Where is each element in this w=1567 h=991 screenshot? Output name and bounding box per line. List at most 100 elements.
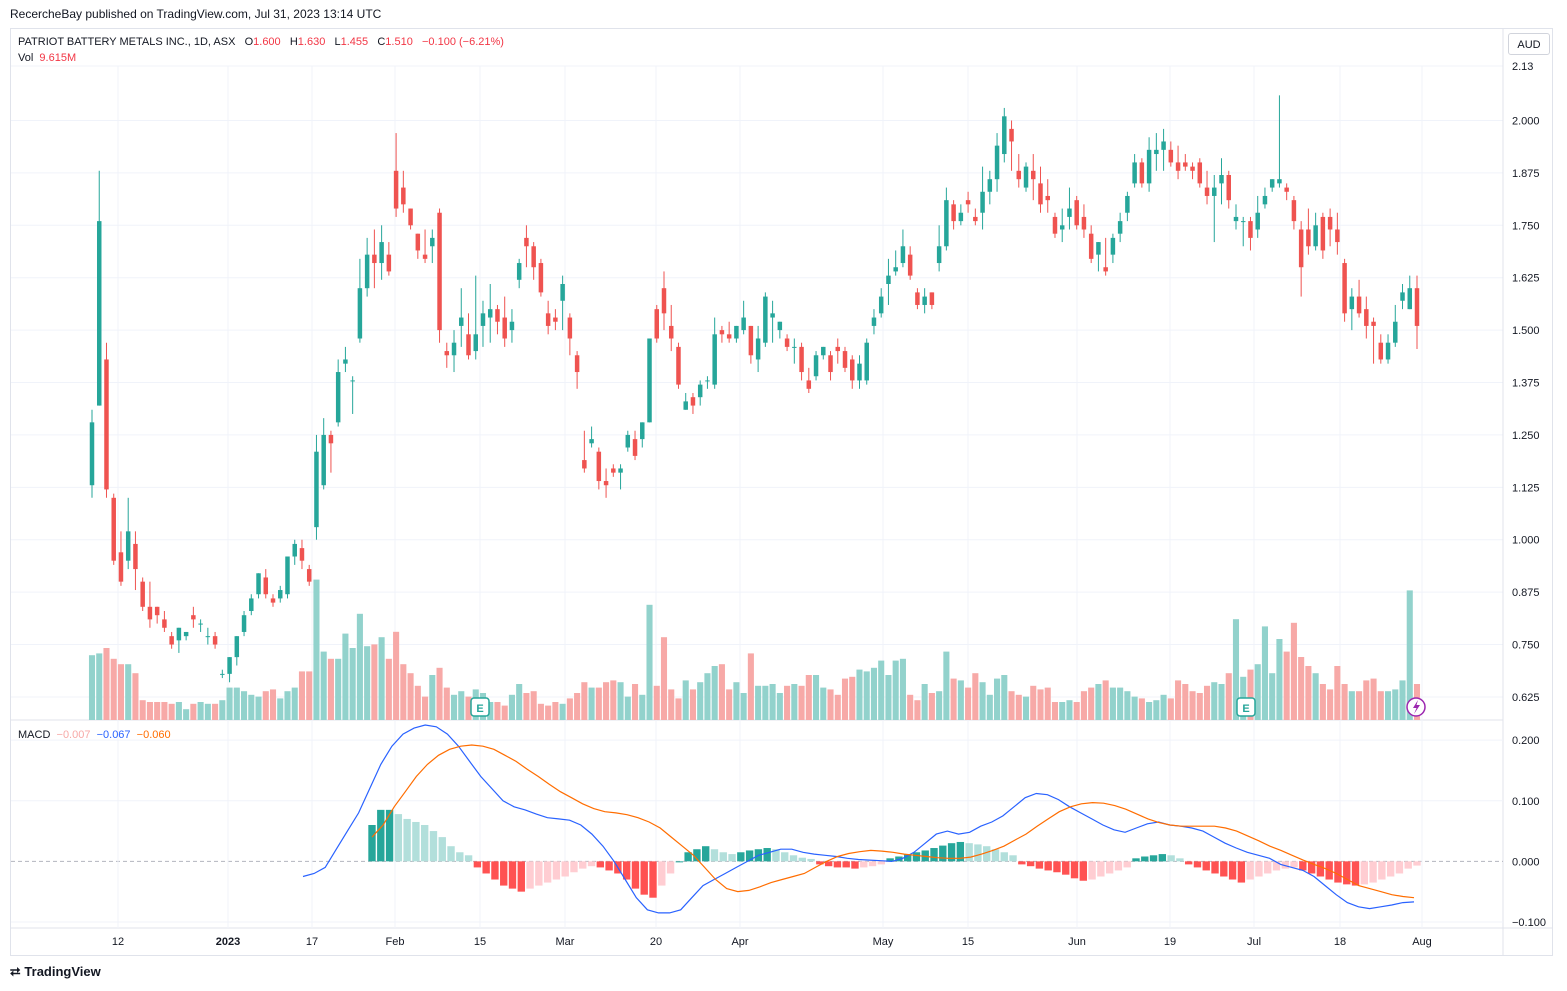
volume-bar — [248, 694, 255, 720]
macd-histogram-bar — [1351, 861, 1360, 886]
candle-body — [611, 468, 616, 473]
volume-bar — [755, 685, 762, 720]
chart-frame — [10, 28, 1553, 956]
volume-bar — [110, 658, 117, 720]
volume-bar — [907, 694, 914, 720]
candle-body — [712, 334, 717, 385]
volume-bar — [878, 660, 885, 720]
candle-body — [1132, 162, 1137, 184]
macd-histogram-bar — [675, 861, 684, 863]
candle-body — [278, 590, 283, 599]
volume-bar — [183, 709, 190, 720]
candle-body — [980, 191, 985, 213]
earnings-icon-label: E — [1242, 703, 1249, 715]
volume-bar — [813, 675, 820, 720]
macd-histogram-bar — [1299, 861, 1307, 871]
macd-histogram-bar — [772, 849, 780, 862]
currency-button[interactable]: AUD — [1508, 33, 1550, 55]
candle-body — [1364, 309, 1369, 326]
macd-histogram-bar — [1360, 861, 1368, 885]
macd-histogram-bar — [947, 843, 956, 862]
candle-body — [1110, 237, 1116, 255]
macd-histogram-bar — [1343, 861, 1351, 885]
volume-bar — [255, 696, 262, 720]
candle-body — [1240, 221, 1246, 223]
volume-bar — [1232, 619, 1240, 720]
volume-bar — [125, 664, 132, 720]
macd-tick-label: 0.200 — [1512, 735, 1540, 747]
candle-body — [792, 346, 797, 348]
candle-body — [422, 254, 428, 259]
volume-bar — [1059, 702, 1066, 720]
open-value: 1.600 — [253, 36, 281, 48]
macd-histogram-bar — [394, 814, 403, 862]
macd-histogram-bar — [622, 861, 631, 880]
price-tick-label: 1.250 — [1512, 430, 1540, 442]
candle-body — [1212, 187, 1217, 196]
tradingview-logo-icon: ⮂ — [10, 964, 21, 979]
lightning-icon-bolt — [1413, 700, 1420, 714]
candle-body — [531, 246, 536, 268]
candle-body — [1031, 170, 1036, 180]
candle-body — [1052, 216, 1058, 234]
candle-body — [118, 552, 124, 582]
candle-body — [502, 317, 507, 339]
candle-body — [850, 359, 855, 381]
macd-histogram-bar — [684, 852, 692, 862]
macd-histogram-bar — [1070, 861, 1079, 879]
candle-body — [1204, 187, 1210, 196]
symbol-name[interactable]: PATRIOT BATTERY METALS INC., 1D, ASX — [18, 36, 236, 48]
candle-body — [741, 317, 746, 331]
candle-body — [719, 330, 725, 335]
volume-bar — [957, 680, 964, 720]
volume-bar — [320, 651, 327, 720]
candle-body — [777, 321, 783, 331]
candle-body — [1349, 296, 1355, 310]
volume-bar — [1044, 687, 1051, 720]
macd-histogram-bar — [658, 861, 666, 886]
macd-histogram-bar — [1097, 861, 1105, 877]
macd-histogram-bar — [868, 861, 877, 867]
candle-body — [401, 187, 406, 205]
candle-body — [813, 355, 819, 377]
macd-histogram-bar — [596, 861, 605, 868]
volume-bar — [885, 675, 892, 720]
volume-label[interactable]: Vol — [18, 52, 34, 64]
volume-bar — [769, 684, 776, 720]
volume-bar — [88, 655, 96, 720]
candle-body — [1262, 195, 1268, 205]
macd-histogram-bar — [1053, 861, 1061, 873]
candle-body — [133, 543, 138, 570]
macd-histogram-bar — [851, 861, 859, 869]
price-tick-label: 2.13 — [1512, 61, 1533, 73]
volume-bar — [313, 579, 320, 720]
macd-legend: MACD −0.007 −0.067 −0.060 — [18, 729, 171, 741]
macd-histogram-bar — [377, 809, 385, 862]
volume-bar — [530, 691, 537, 720]
volume-bar — [393, 631, 400, 720]
macd-label[interactable]: MACD — [18, 729, 51, 741]
candle-body — [1183, 162, 1188, 167]
candle-body — [1168, 149, 1174, 163]
macd-histogram-bar — [1290, 861, 1298, 868]
macd-histogram-bar — [719, 852, 727, 862]
volume-bar — [624, 696, 631, 720]
macd-histogram-bar — [447, 846, 455, 862]
candle-body — [1248, 221, 1253, 238]
volume-bar — [617, 682, 624, 720]
candle-body — [1016, 170, 1022, 180]
candle-body — [1161, 141, 1166, 150]
candle-body — [907, 254, 913, 276]
candle-body — [632, 439, 638, 456]
volume-bar — [1167, 698, 1174, 720]
candle-body — [1335, 229, 1340, 243]
candle-body — [784, 338, 790, 347]
candle-body — [582, 460, 587, 469]
candle-body — [951, 204, 956, 222]
volume-bar — [342, 633, 349, 720]
price-tick-label: 1.375 — [1512, 378, 1540, 390]
macd-histogram-bar — [482, 861, 490, 874]
candle-body — [350, 380, 355, 382]
macd-histogram-bar — [789, 855, 798, 862]
